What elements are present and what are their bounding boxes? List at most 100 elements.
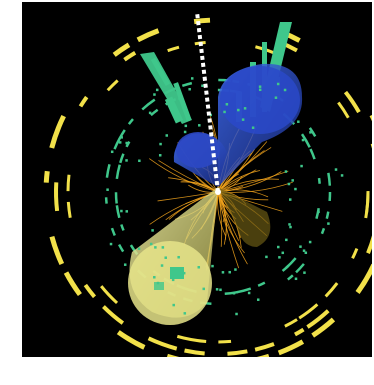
detector-hit xyxy=(327,222,330,225)
muon-segment xyxy=(327,172,332,186)
detector-hit xyxy=(291,179,294,182)
muon-segment xyxy=(150,108,159,117)
detector-hit xyxy=(198,124,201,127)
calorimeter-segment xyxy=(227,349,248,356)
calorimeter-segment xyxy=(49,114,66,149)
calorimeter-segment xyxy=(277,339,305,356)
calorimeter-segment xyxy=(167,45,180,53)
detector-hit xyxy=(304,251,308,254)
detector-hit xyxy=(125,141,128,145)
detector-hit xyxy=(138,159,141,163)
calorimeter-segment xyxy=(147,336,178,351)
detector-hit xyxy=(149,242,153,246)
detector-hit xyxy=(309,131,312,134)
detector-hit xyxy=(334,168,338,171)
calorimeter-segment xyxy=(324,282,339,298)
muon-segment xyxy=(105,163,111,178)
calorimeter-segment xyxy=(106,79,119,92)
detector-hit xyxy=(165,134,169,137)
calorimeter-segment xyxy=(66,174,71,192)
detector-hit xyxy=(178,97,181,100)
detector-hit xyxy=(182,271,186,275)
muon-segment xyxy=(110,227,116,236)
calorimeter-segment xyxy=(298,303,319,320)
detector-hit xyxy=(155,88,159,92)
inner-detector-hits xyxy=(106,77,344,316)
detector-hit xyxy=(276,82,280,86)
detector-hit xyxy=(340,174,344,177)
detector-hit xyxy=(243,107,247,110)
detector-hit xyxy=(281,251,285,255)
track xyxy=(217,147,272,193)
detector-hit xyxy=(188,87,191,91)
calorimeter-segment xyxy=(351,248,359,259)
collision-event-svg xyxy=(43,11,372,357)
calorimeter-segment xyxy=(366,235,372,254)
calorimeter-segment xyxy=(166,353,180,357)
detector-hit xyxy=(241,118,245,121)
detector-hit xyxy=(202,287,205,291)
detector-hit xyxy=(153,93,156,96)
detector-hit xyxy=(106,188,109,191)
detector-hit xyxy=(284,170,288,173)
detector-hit xyxy=(283,88,287,92)
calorimeter-segment xyxy=(49,235,65,266)
detector-hit xyxy=(225,103,229,106)
muon-segment xyxy=(309,148,316,160)
calorimeter-segment xyxy=(355,263,372,294)
muon-segment xyxy=(295,263,305,274)
muon-segment xyxy=(325,211,330,219)
detector-hit xyxy=(294,187,297,191)
outer-calorimeter-ring xyxy=(43,17,372,357)
detector-hit xyxy=(154,246,157,249)
calorimeter-segment xyxy=(254,342,275,352)
vertex xyxy=(215,189,221,195)
calorimeter-segment xyxy=(66,201,72,219)
detector-hit xyxy=(288,223,291,226)
calorimeter-segment xyxy=(123,51,137,62)
calorimeter-segment xyxy=(83,283,97,299)
calorimeter-segment xyxy=(116,330,146,350)
event-display xyxy=(22,2,372,357)
detector-hit xyxy=(161,246,165,249)
detector-hit xyxy=(125,159,128,162)
muon-segment xyxy=(118,129,126,140)
muon-segment xyxy=(308,127,317,138)
detector-hit xyxy=(118,141,122,144)
detector-hit xyxy=(178,115,181,118)
muon-segment xyxy=(120,224,125,231)
detector-hit xyxy=(302,249,306,252)
detector-hit xyxy=(123,263,127,266)
detector-hit xyxy=(277,245,280,249)
detector-hit xyxy=(278,256,281,259)
detector-hit xyxy=(183,312,187,315)
detector-hit xyxy=(303,271,306,274)
muon-segment xyxy=(115,205,121,219)
track xyxy=(217,191,226,236)
detector-hit xyxy=(289,225,292,229)
muon-segment xyxy=(287,274,294,281)
calorimeter-segment xyxy=(218,339,232,344)
muon-segment xyxy=(224,290,239,296)
detector-hit xyxy=(158,154,162,157)
detector-hit xyxy=(153,276,156,279)
muon-segment xyxy=(141,98,156,111)
detector-hit xyxy=(223,110,226,114)
calorimeter-segment xyxy=(136,28,160,43)
detector-hit xyxy=(219,288,222,292)
track xyxy=(149,158,219,193)
calorimeter-segment xyxy=(63,271,82,297)
detector-hit xyxy=(234,268,237,271)
detector-hit xyxy=(159,142,162,146)
calorimeter-segment xyxy=(284,318,298,328)
muon-segment xyxy=(115,164,121,180)
detector-hit xyxy=(256,298,260,301)
calorimeter-segment xyxy=(311,317,336,338)
calorimeter-segment xyxy=(100,285,119,305)
detector-hit xyxy=(137,247,141,251)
detector-hit xyxy=(317,210,320,214)
calorimeter-segment xyxy=(294,327,305,337)
detector-hit xyxy=(172,303,175,307)
detector-hit xyxy=(308,240,312,244)
detector-hit xyxy=(120,136,123,139)
